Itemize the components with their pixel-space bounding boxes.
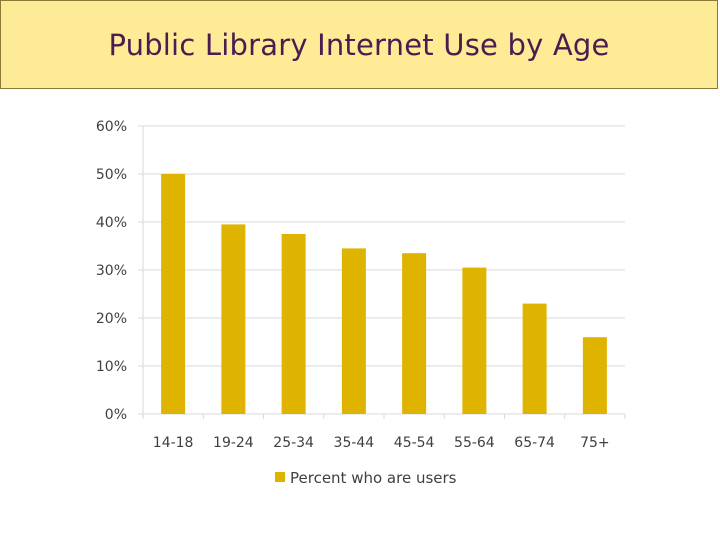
axes	[138, 125, 626, 419]
y-tick-label: 40%	[96, 215, 127, 231]
y-tick-label: 20%	[96, 311, 127, 327]
y-tick-label: 10%	[96, 359, 127, 375]
x-tick-label: 14-18	[153, 435, 194, 451]
bars	[161, 174, 607, 414]
legend-swatch	[275, 472, 285, 482]
bar-chart: 0% 10% 20% 30% 40% 50% 60% 14-18 19-24 25-34 35-4…	[96, 119, 626, 487]
gridlines	[143, 125, 625, 367]
legend-label: Percent who are users	[290, 469, 457, 487]
bar	[221, 224, 246, 414]
y-tick-label: 60%	[96, 119, 127, 135]
legend: Percent who are users	[275, 469, 457, 487]
x-tick-label: 35-44	[334, 435, 375, 451]
page-title: Public Library Internet Use by Age	[108, 27, 610, 62]
bar	[281, 234, 306, 414]
x-tick-label: 65-74	[514, 435, 555, 451]
bar	[522, 303, 547, 414]
bar	[161, 174, 186, 414]
bar	[402, 253, 427, 414]
x-tick-label: 45-54	[394, 435, 435, 451]
y-tick-label: 30%	[96, 263, 127, 279]
x-tick-label: 55-64	[454, 435, 495, 451]
y-tick-labels: 0% 10% 20% 30% 40% 50% 60%	[96, 119, 127, 423]
x-tick-labels: 14-18 19-24 25-34 35-44 45-54 55-64 65-74 75+	[153, 435, 610, 451]
bar	[582, 337, 607, 414]
y-tick-label: 50%	[96, 167, 127, 183]
x-tick-label: 75+	[580, 435, 610, 451]
x-tick-label: 25-34	[273, 435, 314, 451]
x-tick-label: 19-24	[213, 435, 254, 451]
y-tick-label: 0%	[105, 407, 127, 423]
bar	[341, 248, 366, 414]
title-banner: Public Library Internet Use by Age	[0, 0, 718, 89]
bar	[462, 267, 487, 414]
